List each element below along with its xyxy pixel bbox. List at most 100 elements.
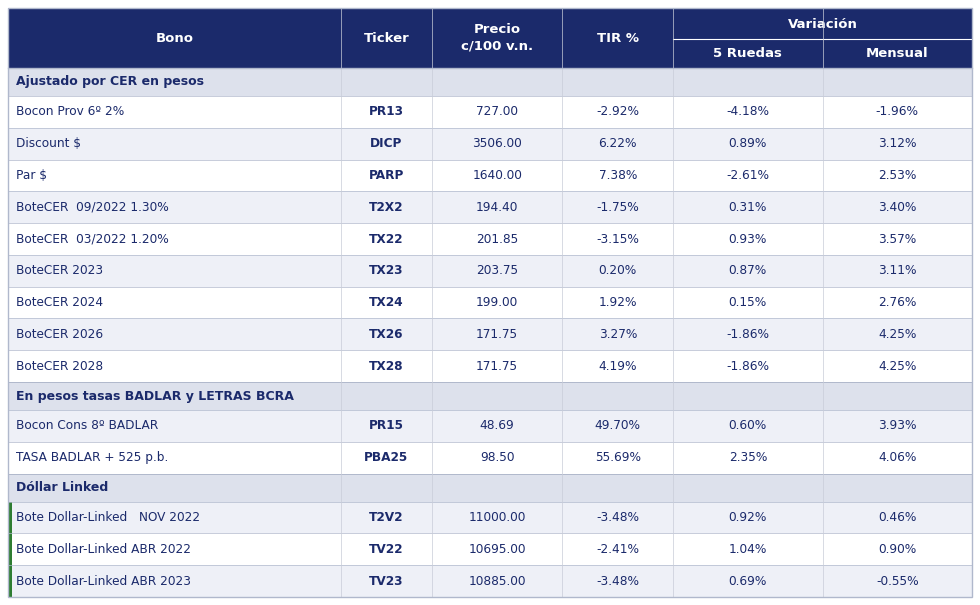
Text: 0.20%: 0.20% <box>599 264 637 277</box>
Text: 0.89%: 0.89% <box>729 137 767 150</box>
Text: -2.61%: -2.61% <box>726 169 769 182</box>
Text: -1.86%: -1.86% <box>726 360 769 373</box>
Text: -3.48%: -3.48% <box>596 575 639 587</box>
Text: BoteCER  03/2022 1.20%: BoteCER 03/2022 1.20% <box>16 232 169 246</box>
Text: TX23: TX23 <box>369 264 404 277</box>
Text: Variación: Variación <box>788 18 858 31</box>
Text: PR13: PR13 <box>368 105 404 119</box>
Text: TIR %: TIR % <box>597 31 639 45</box>
Bar <box>8 565 972 597</box>
Bar <box>8 191 972 223</box>
Text: TX26: TX26 <box>369 328 404 341</box>
Text: Bote Dollar-Linked ABR 2023: Bote Dollar-Linked ABR 2023 <box>16 575 191 587</box>
Bar <box>8 534 12 565</box>
Text: T2V2: T2V2 <box>369 511 404 524</box>
Text: Par $: Par $ <box>16 169 47 182</box>
Text: TV23: TV23 <box>369 575 404 587</box>
Text: BoteCER 2028: BoteCER 2028 <box>16 360 103 373</box>
Text: -4.18%: -4.18% <box>726 105 769 119</box>
Bar <box>8 128 972 160</box>
Text: -1.96%: -1.96% <box>876 105 919 119</box>
Bar <box>8 96 972 128</box>
Bar <box>8 8 972 68</box>
Text: -1.75%: -1.75% <box>597 201 639 214</box>
Text: 4.06%: 4.06% <box>878 451 916 464</box>
Text: Precio
c/100 v.n.: Precio c/100 v.n. <box>462 23 533 53</box>
Text: 0.46%: 0.46% <box>878 511 916 524</box>
Text: -2.41%: -2.41% <box>596 543 639 556</box>
Text: Bocon Prov 6º 2%: Bocon Prov 6º 2% <box>16 105 124 119</box>
Text: 201.85: 201.85 <box>476 232 518 246</box>
Text: 3.57%: 3.57% <box>878 232 916 246</box>
Text: Bote Dollar-Linked ABR 2022: Bote Dollar-Linked ABR 2022 <box>16 543 191 556</box>
Text: TX24: TX24 <box>369 296 404 309</box>
Text: 1.04%: 1.04% <box>729 543 767 556</box>
Text: 11000.00: 11000.00 <box>468 511 526 524</box>
Bar <box>8 255 972 287</box>
Text: 0.60%: 0.60% <box>729 419 767 433</box>
Bar <box>8 68 972 96</box>
Bar <box>8 287 972 318</box>
Text: 98.50: 98.50 <box>480 451 514 464</box>
Text: Mensual: Mensual <box>866 47 929 60</box>
Text: TX22: TX22 <box>369 232 404 246</box>
Text: 203.75: 203.75 <box>476 264 518 277</box>
Text: 171.75: 171.75 <box>476 328 518 341</box>
Text: 0.87%: 0.87% <box>729 264 767 277</box>
Text: T2X2: T2X2 <box>369 201 404 214</box>
Text: PR15: PR15 <box>368 419 404 433</box>
Text: 4.25%: 4.25% <box>878 360 916 373</box>
Text: 0.15%: 0.15% <box>729 296 767 309</box>
Text: 6.22%: 6.22% <box>599 137 637 150</box>
Text: 0.90%: 0.90% <box>878 543 916 556</box>
Text: TV22: TV22 <box>369 543 404 556</box>
Text: 0.93%: 0.93% <box>729 232 767 246</box>
Text: 4.19%: 4.19% <box>599 360 637 373</box>
Text: 10695.00: 10695.00 <box>468 543 526 556</box>
Text: 49.70%: 49.70% <box>595 419 641 433</box>
Bar <box>8 502 972 534</box>
Bar <box>8 502 12 534</box>
Text: DICP: DICP <box>370 137 403 150</box>
Text: 10885.00: 10885.00 <box>468 575 526 587</box>
Text: -3.15%: -3.15% <box>596 232 639 246</box>
Text: -0.55%: -0.55% <box>876 575 918 587</box>
Text: BoteCER  09/2022 1.30%: BoteCER 09/2022 1.30% <box>16 201 169 214</box>
Text: 3.40%: 3.40% <box>878 201 916 214</box>
Text: En pesos tasas BADLAR y LETRAS BCRA: En pesos tasas BADLAR y LETRAS BCRA <box>16 390 294 402</box>
Text: 1.92%: 1.92% <box>599 296 637 309</box>
Bar <box>8 382 972 410</box>
Text: 0.31%: 0.31% <box>729 201 767 214</box>
Text: 48.69: 48.69 <box>480 419 514 433</box>
Text: Ajustado por CER en pesos: Ajustado por CER en pesos <box>16 76 204 88</box>
Text: 5 Ruedas: 5 Ruedas <box>713 47 782 60</box>
Text: PBA25: PBA25 <box>365 451 409 464</box>
Text: TASA BADLAR + 525 p.b.: TASA BADLAR + 525 p.b. <box>16 451 169 464</box>
Text: Ticker: Ticker <box>364 31 410 45</box>
Text: 3.27%: 3.27% <box>599 328 637 341</box>
Bar <box>8 318 972 350</box>
Text: Bono: Bono <box>155 31 193 45</box>
Text: BoteCER 2023: BoteCER 2023 <box>16 264 103 277</box>
Text: BoteCER 2024: BoteCER 2024 <box>16 296 103 309</box>
Bar <box>8 442 972 474</box>
Text: 194.40: 194.40 <box>476 201 518 214</box>
Text: Bote Dollar-Linked   NOV 2022: Bote Dollar-Linked NOV 2022 <box>16 511 200 524</box>
Bar <box>8 350 972 382</box>
Text: 199.00: 199.00 <box>476 296 518 309</box>
Text: -1.86%: -1.86% <box>726 328 769 341</box>
Bar <box>8 474 972 502</box>
Text: TX28: TX28 <box>369 360 404 373</box>
Bar <box>8 160 972 191</box>
Text: 7.38%: 7.38% <box>599 169 637 182</box>
Text: BoteCER 2026: BoteCER 2026 <box>16 328 103 341</box>
Text: 1640.00: 1640.00 <box>472 169 522 182</box>
Text: 2.35%: 2.35% <box>729 451 767 464</box>
Text: 2.76%: 2.76% <box>878 296 916 309</box>
Text: Discount $: Discount $ <box>16 137 81 150</box>
Text: 0.92%: 0.92% <box>729 511 767 524</box>
Text: 171.75: 171.75 <box>476 360 518 373</box>
Text: PARP: PARP <box>368 169 404 182</box>
Text: 2.53%: 2.53% <box>878 169 916 182</box>
Text: 727.00: 727.00 <box>476 105 518 119</box>
